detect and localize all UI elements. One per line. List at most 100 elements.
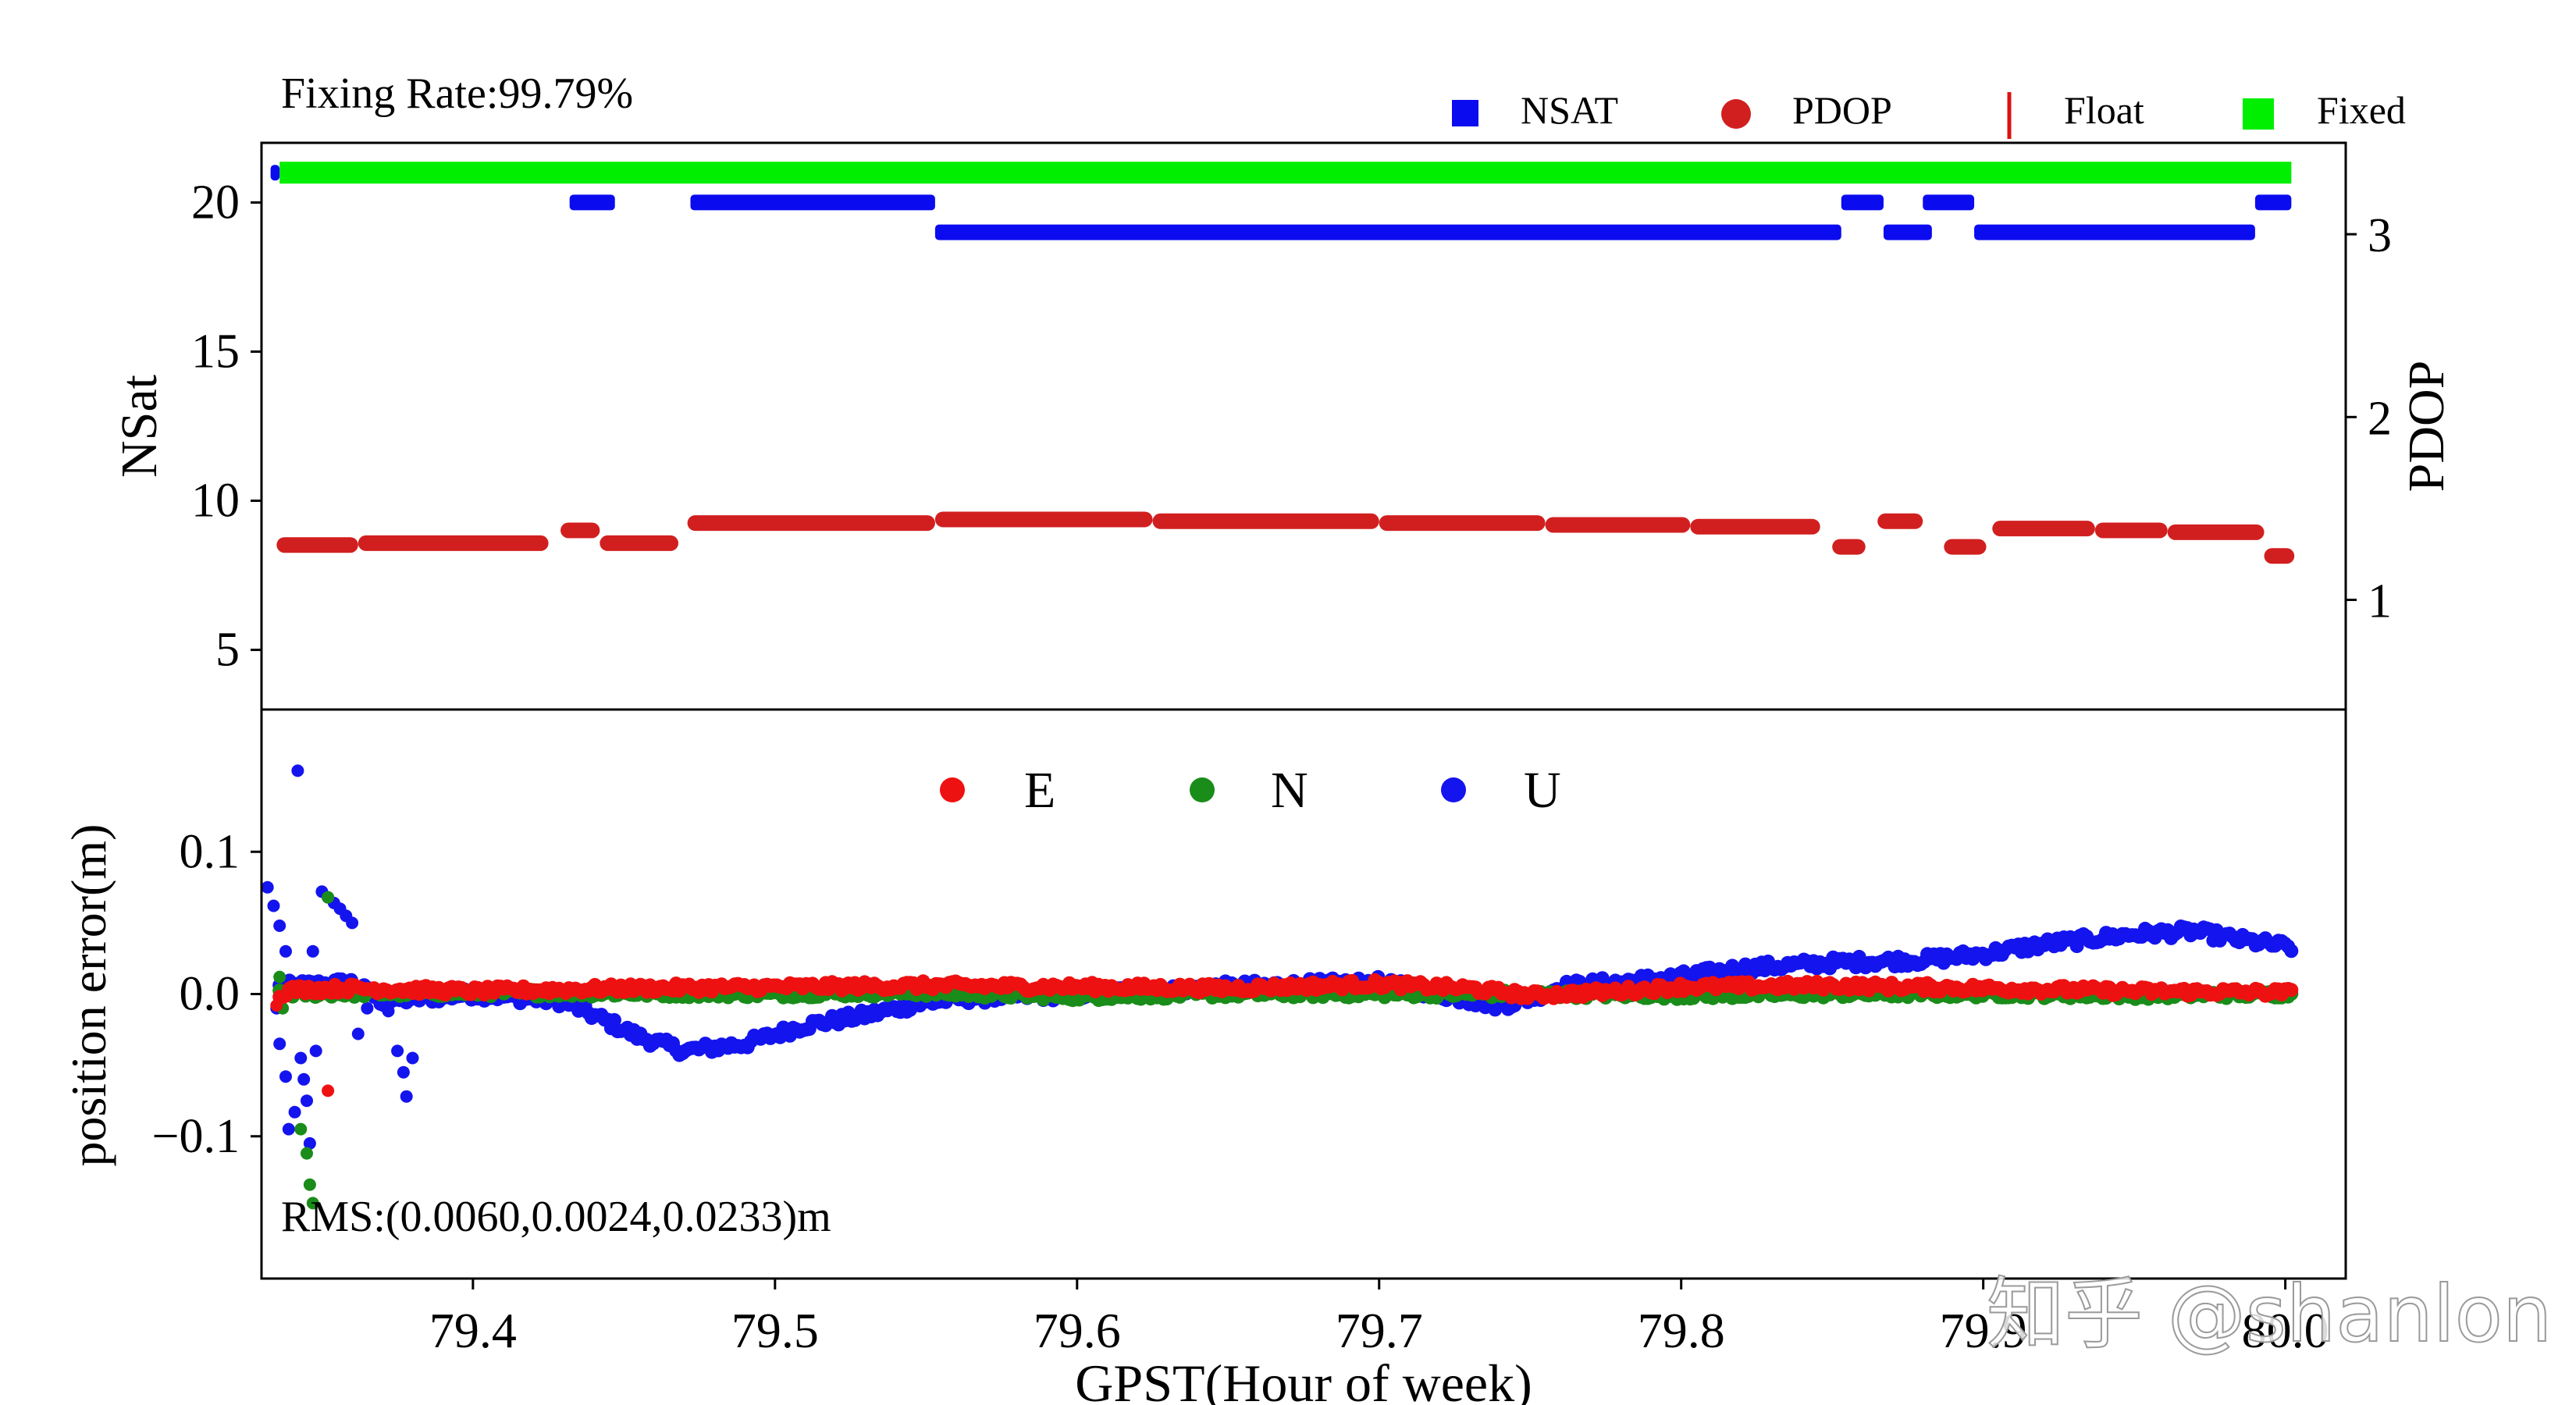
outlier-u (361, 1001, 374, 1015)
fixing-rate-title: Fixing Rate:99.79% (281, 69, 633, 118)
pdop-segment (1152, 513, 1379, 529)
outlier-u (391, 1044, 404, 1058)
bottom-legend: E N U (940, 762, 1561, 819)
legend-fixed-label: Fixed (2317, 88, 2406, 132)
point-e (2284, 983, 2299, 998)
outlier-n (273, 970, 286, 984)
nsat-tick-label: 15 (191, 325, 240, 378)
nsat-segment (1923, 194, 1975, 211)
pdop-segment (687, 515, 935, 532)
pdop-segment (1877, 513, 1923, 529)
outlier-u (406, 1051, 419, 1065)
outlier-u (301, 1094, 313, 1108)
time-tick-label: 79.9 (1940, 1303, 2027, 1358)
outlier-u (261, 880, 274, 894)
pdop-tick-label: 1 (2368, 574, 2392, 628)
outlier-u (291, 764, 304, 777)
nsat-segment (569, 194, 615, 211)
pdop-segment (2264, 548, 2295, 564)
outlier-u (279, 944, 292, 958)
outlier-u (309, 1044, 322, 1058)
pdop-segment (2167, 524, 2265, 540)
error-axis-label: position error(m) (61, 824, 116, 1167)
legend-pdop-marker (1721, 99, 1751, 129)
legend-n-marker (1190, 777, 1215, 802)
time-axis-label: GPST(Hour of week) (1075, 1353, 1532, 1405)
outlier-u (351, 1027, 365, 1040)
legend-n-label: N (1271, 762, 1308, 819)
outlier-u (279, 1070, 292, 1083)
top-panel: Fixing Rate:99.79% 5 10 15 20 1 2 3 NSat PDOP… (111, 69, 2455, 711)
outlier-u (346, 916, 359, 930)
pdop-layer (276, 511, 2295, 564)
outlier-u (303, 1136, 316, 1150)
outlier-e (322, 1084, 335, 1097)
legend-u-marker (1441, 777, 1466, 802)
nsat-tick-label: 5 (215, 624, 240, 677)
nsat-axis-label: NSat (111, 375, 168, 478)
series-e (270, 973, 2299, 1097)
legend-nsat-marker (1452, 100, 1478, 126)
outlier-n (294, 1122, 308, 1136)
outlier-u (294, 1051, 308, 1065)
outlier-e (270, 999, 283, 1012)
point-u (607, 1012, 621, 1027)
pdop-segment (2094, 522, 2168, 539)
legend-fixed-marker (2243, 98, 2274, 130)
fixed-bar (279, 162, 2292, 184)
legend-pdop-label: PDOP (1792, 88, 1892, 132)
fixed-layer (279, 162, 2292, 184)
time-tick-label: 79.6 (1034, 1303, 1121, 1358)
legend-u-label: U (1524, 762, 1561, 819)
rms-annotation: RMS:(0.0060,0.0024,0.0233)m (281, 1193, 831, 1241)
pdop-segment (600, 535, 678, 551)
outlier-u (397, 1065, 410, 1079)
legend-e-marker (940, 777, 965, 802)
outlier-u (288, 1105, 301, 1119)
nsat-segment (1841, 194, 1884, 211)
pdop-segment (276, 537, 358, 553)
watermark: 知乎 @shanlon (1987, 1268, 2552, 1360)
outlier-u (282, 1122, 295, 1136)
error-tick-label: −0.1 (152, 1110, 240, 1163)
error-tick-label: 0.0 (180, 968, 240, 1021)
pdop-segment (1992, 521, 2095, 537)
outlier-n (306, 1197, 319, 1210)
nsat-layer (270, 165, 2292, 240)
legend-e-label: E (1024, 762, 1055, 819)
legend-float-label: Float (2064, 88, 2144, 132)
outlier-u (297, 1072, 311, 1086)
time-tick-label: 79.8 (1638, 1303, 1725, 1358)
time-tick-label: 79.7 (1336, 1303, 1423, 1358)
position-error-points (261, 764, 2299, 1210)
error-axis: 0.1 0.0 −0.1 (152, 825, 262, 1163)
time-tick-label: 79.5 (731, 1303, 819, 1358)
pdop-axis-label: PDOP (2398, 361, 2455, 493)
outlier-u (273, 1037, 286, 1051)
nsat-axis: 5 10 15 20 (191, 176, 262, 677)
series-n (272, 891, 2299, 1210)
outlier-u (273, 919, 286, 932)
nsat-segment (690, 194, 935, 211)
pdop-segment (560, 522, 600, 539)
pdop-segment (1690, 518, 1820, 535)
nsat-segment (270, 165, 280, 181)
nsat-tick-label: 20 (191, 176, 240, 229)
pdop-segment (1832, 539, 1866, 555)
outlier-u (382, 1005, 395, 1018)
top-legend: NSAT PDOP Float Fixed (1452, 88, 2406, 139)
pdop-segment (1944, 539, 1987, 555)
nsat-segment (1974, 224, 2255, 240)
nsat-tick-label: 10 (191, 475, 240, 528)
time-tick-label: 79.4 (429, 1303, 517, 1358)
outlier-n (303, 1178, 316, 1191)
time-axis: 79.4 79.5 79.6 79.7 79.8 79.9 80.0 (429, 1279, 2329, 1358)
point-u (2284, 944, 2299, 959)
pdop-segment (1545, 517, 1691, 533)
outlier-u (267, 899, 280, 912)
nsat-segment (934, 224, 1841, 240)
pdop-segment (934, 511, 1153, 528)
time-tick-label: 80.0 (2242, 1303, 2329, 1358)
pdop-segment (358, 535, 549, 551)
